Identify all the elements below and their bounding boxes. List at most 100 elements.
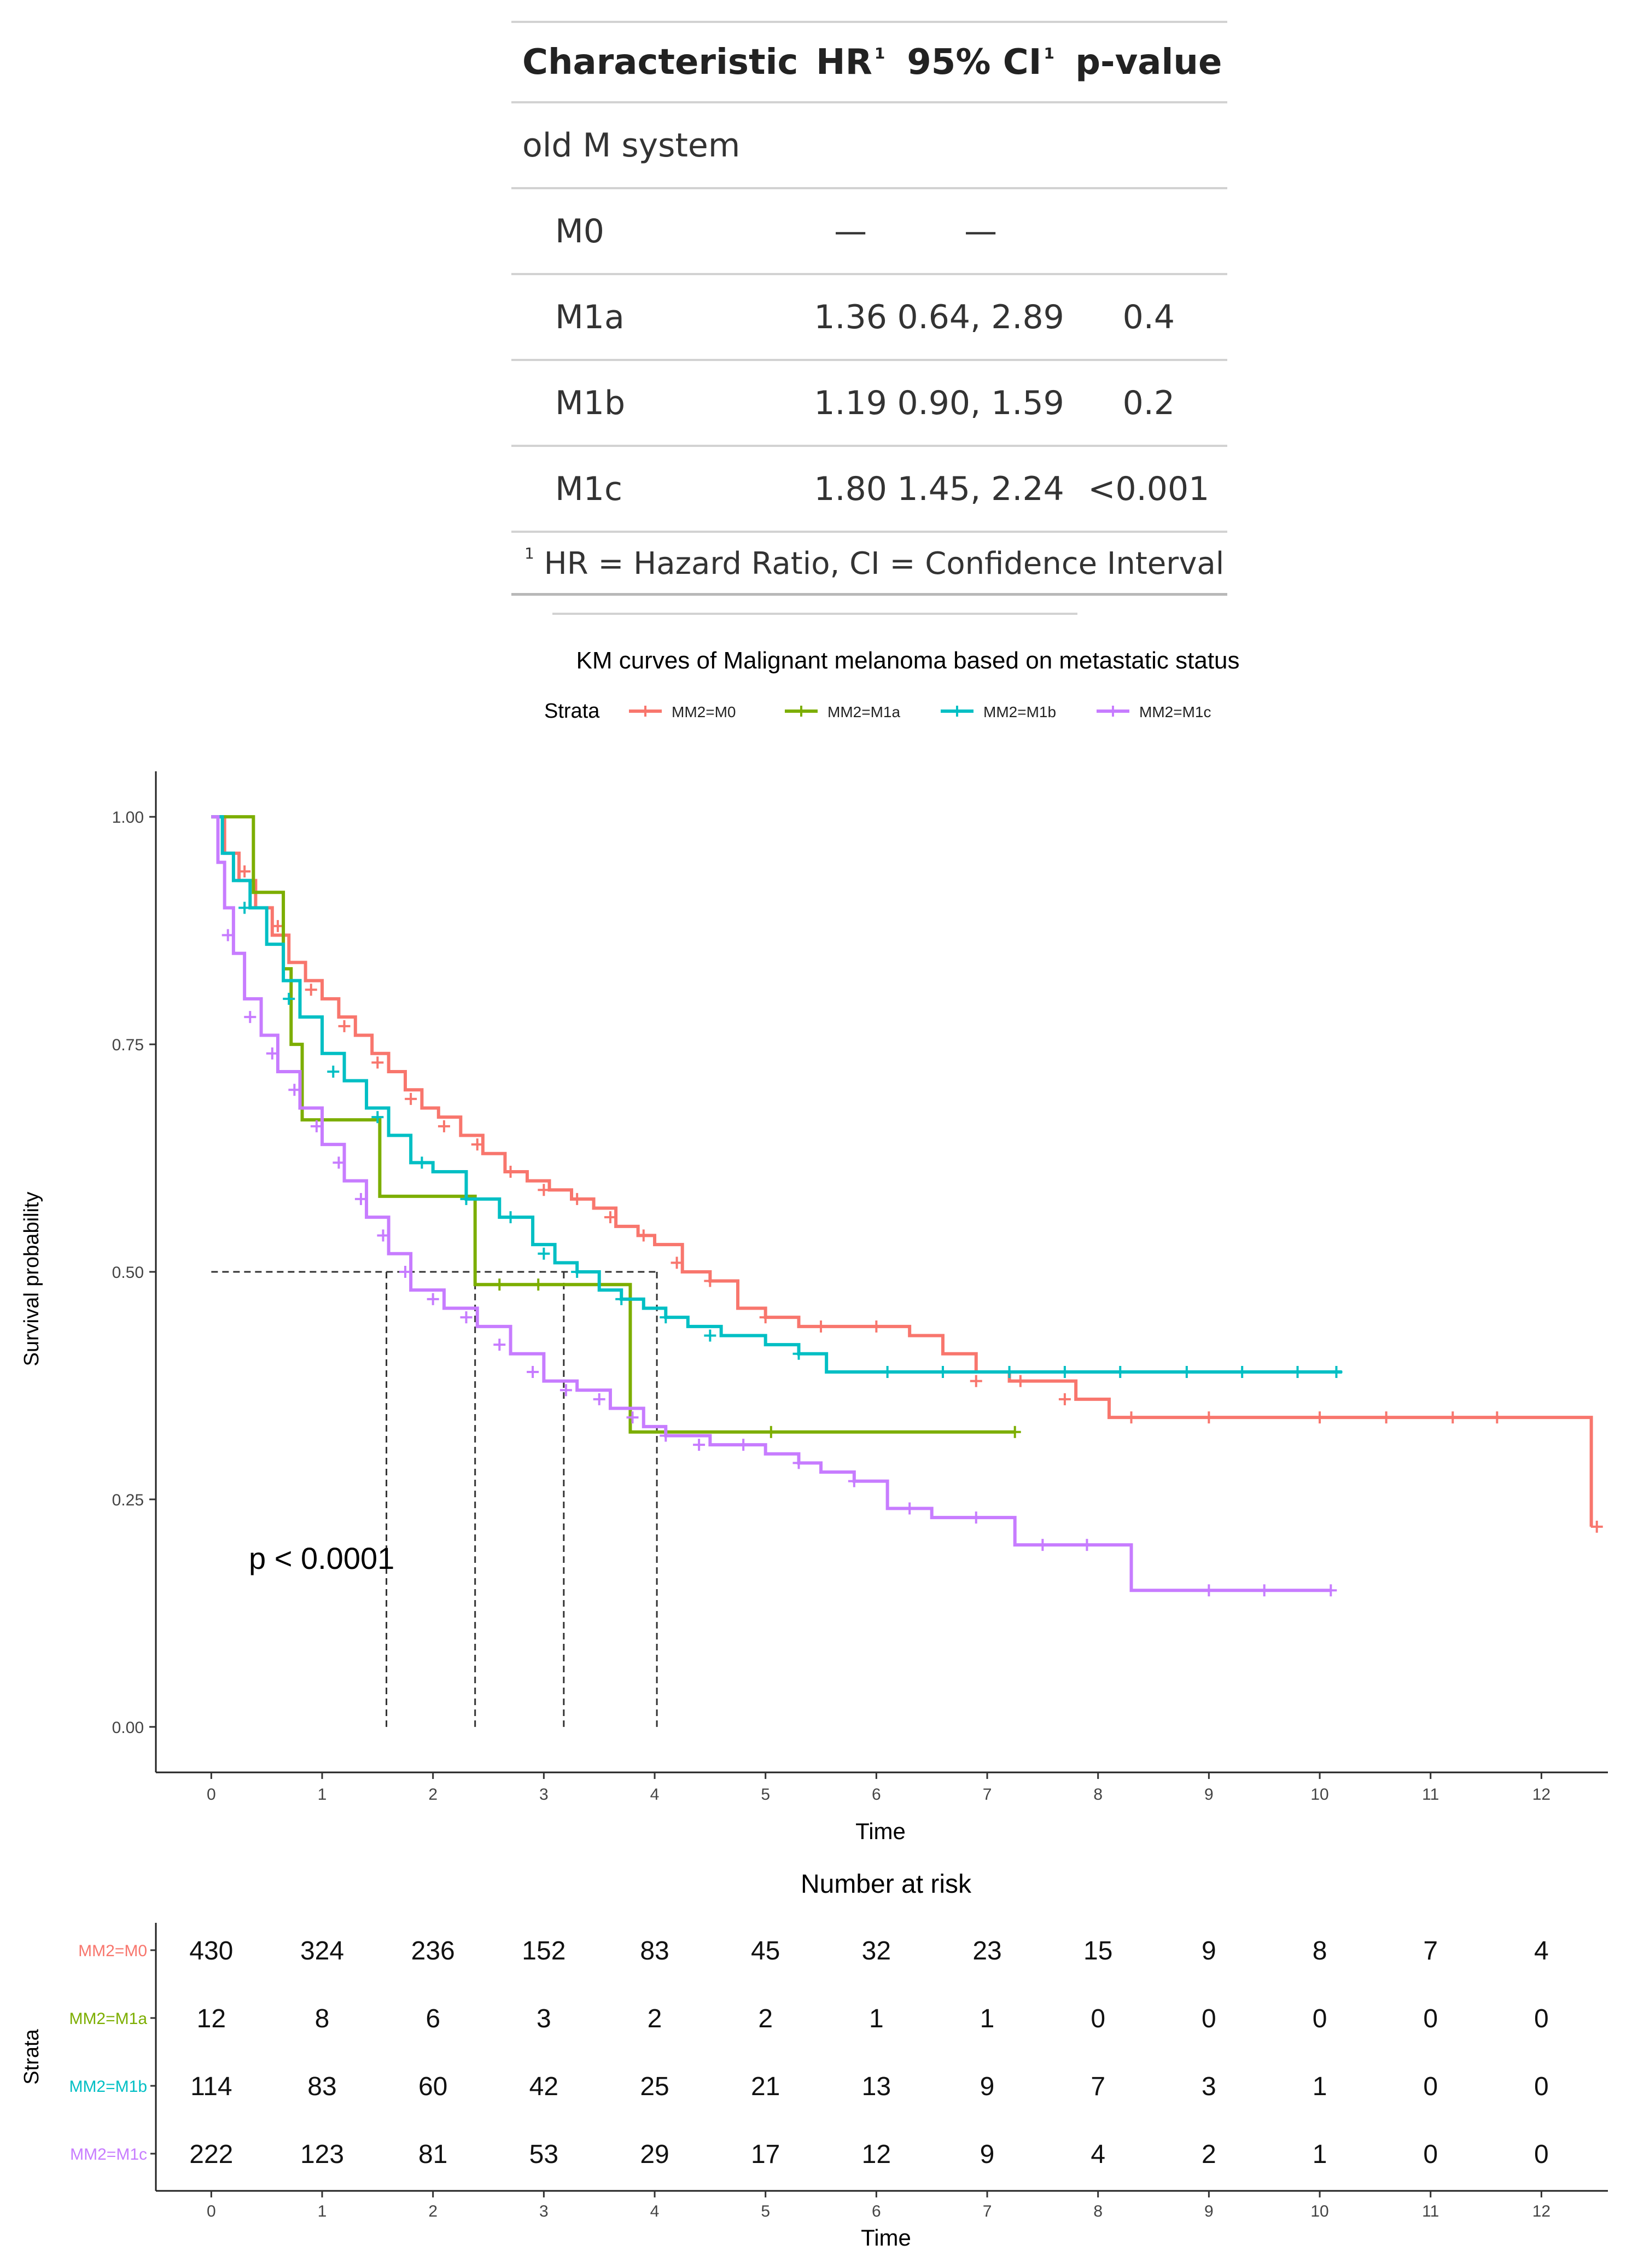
censor-mark: [1314, 1411, 1326, 1424]
row-label: M1b: [511, 360, 810, 447]
risk-count: 0: [1423, 2004, 1438, 2033]
header-hr-label: HR: [816, 42, 872, 83]
censor-mark: [1258, 1584, 1270, 1597]
censor-mark: [354, 1193, 367, 1205]
row-pvalue: 0.2: [1070, 360, 1228, 447]
risk-count: 81: [418, 2140, 447, 2169]
censor-mark: [737, 1439, 750, 1451]
censor-mark: [1325, 1584, 1337, 1597]
censor-mark: [1590, 1520, 1603, 1533]
risk-count: 7: [1423, 1936, 1438, 1965]
censor-mark: [571, 1266, 584, 1278]
censor-mark: [333, 1156, 345, 1169]
header-pvalue-label: p-value: [1075, 42, 1222, 83]
censor-mark: [815, 1320, 827, 1333]
risk-count: 9: [1202, 1936, 1216, 1965]
legend-swatch-mark: [952, 706, 963, 717]
footnote-mark: 1: [524, 544, 534, 562]
censor-mark: [704, 1275, 716, 1287]
risk-count: 32: [862, 1936, 891, 1965]
table-row: M1a 1.36 0.64, 2.89 0.4: [511, 274, 1228, 361]
risk-count: 236: [411, 1936, 455, 1965]
censor-mark: [288, 1084, 301, 1096]
row-label: M0: [511, 188, 810, 275]
risk-count: 83: [307, 2072, 336, 2101]
risk-count: 1: [1313, 2072, 1327, 2101]
censor-mark: [283, 992, 295, 1005]
censor-mark: [460, 1311, 473, 1324]
row-pvalue: 0.4: [1070, 274, 1228, 361]
risk-x-tick-label: 7: [983, 2202, 992, 2220]
legend-entry-label: MM2=M1c: [1139, 703, 1211, 720]
censor-mark: [571, 1193, 584, 1205]
risk-count: 1: [1313, 2140, 1327, 2169]
regression-table: Characteristic HR 1 95% CI 1 p-value old M…: [511, 21, 1228, 596]
censor-mark: [221, 929, 234, 941]
censor-mark: [427, 1293, 439, 1305]
risk-x-tick-label: 2: [428, 2202, 438, 2220]
risk-count: 45: [751, 1936, 780, 1965]
chart-title: KM curves of Malignant melanoma based on…: [576, 647, 1239, 674]
risk-row-label: MM2=M1c: [70, 2145, 147, 2164]
censor-mark: [1009, 1426, 1021, 1438]
risk-count: 152: [522, 1936, 566, 1965]
risk-count: 0: [1534, 2004, 1549, 2033]
risk-count: 60: [418, 2072, 447, 2101]
header-hr: HR 1: [809, 21, 892, 103]
risk-count: 8: [1313, 1936, 1327, 1965]
censor-mark: [1003, 1366, 1016, 1378]
censor-mark: [493, 1339, 506, 1351]
censor-mark: [792, 1457, 805, 1469]
censor-mark: [881, 1366, 894, 1378]
censor-mark: [970, 1375, 982, 1387]
row-label: M1a: [511, 274, 810, 361]
risk-x-axis-label: Time: [861, 2225, 911, 2250]
x-tick-label: 11: [1422, 1786, 1439, 1804]
censor-mark: [693, 1439, 706, 1451]
censor-mark: [405, 1092, 417, 1105]
risk-count: 0: [1202, 2004, 1216, 2033]
header-pvalue: p-value: [1070, 21, 1228, 103]
censor-mark: [460, 1193, 473, 1205]
censor-mark: [377, 1229, 389, 1242]
censor-mark: [416, 1156, 428, 1169]
risk-x-tick-label: 0: [207, 2202, 216, 2220]
censor-mark: [936, 1366, 949, 1378]
row-ci: —: [891, 188, 1070, 275]
row-ci: 1.45, 2.24: [891, 446, 1070, 533]
row-pvalue: <0.001: [1070, 446, 1228, 533]
x-tick-label: 1: [318, 1786, 327, 1804]
risk-count: 12: [862, 2140, 891, 2169]
x-tick-label: 8: [1093, 1786, 1103, 1804]
risk-count: 13: [862, 2072, 891, 2101]
censor-mark: [538, 1247, 550, 1260]
censor-mark: [504, 1211, 517, 1224]
x-tick-label: 0: [207, 1786, 216, 1804]
table-footnote-row: 1 HR = Hazard Ratio, CI = Confidence Int…: [511, 532, 1228, 596]
risk-count: 25: [640, 2072, 669, 2101]
censor-mark: [1058, 1366, 1071, 1378]
censor-mark: [238, 865, 251, 877]
censor-mark: [371, 1111, 384, 1124]
censor-mark: [1203, 1411, 1215, 1424]
km-curve-m1a: [211, 815, 1015, 1434]
risk-x-tick-label: 5: [761, 2202, 770, 2220]
censor-mark: [338, 1020, 351, 1032]
risk-x-tick-label: 9: [1204, 2202, 1214, 2220]
censor-mark: [792, 1347, 805, 1360]
risk-count: 2: [758, 2004, 773, 2033]
censor-mark: [438, 1120, 450, 1132]
censor-mark: [305, 984, 317, 996]
risk-count: 0: [1091, 2004, 1105, 2033]
group-label: old M system: [511, 102, 1228, 189]
censor-mark: [970, 1511, 982, 1524]
risk-count: 15: [1083, 1936, 1112, 1965]
plot-area: 0.000.250.500.751.000 1 2 3 4 5 6 7 8 9 10 11 12: [112, 771, 1608, 1804]
censor-mark: [637, 1229, 650, 1242]
table-row: M1b 1.19 0.90, 1.59 0.2: [511, 360, 1228, 447]
risk-count: 0: [1423, 2140, 1438, 2169]
x-tick-label: 10: [1310, 1786, 1328, 1804]
header-characteristic-label: Characteristic: [522, 42, 798, 83]
x-tick-label: 2: [428, 1786, 438, 1804]
x-axis-label: Time: [855, 1818, 906, 1844]
